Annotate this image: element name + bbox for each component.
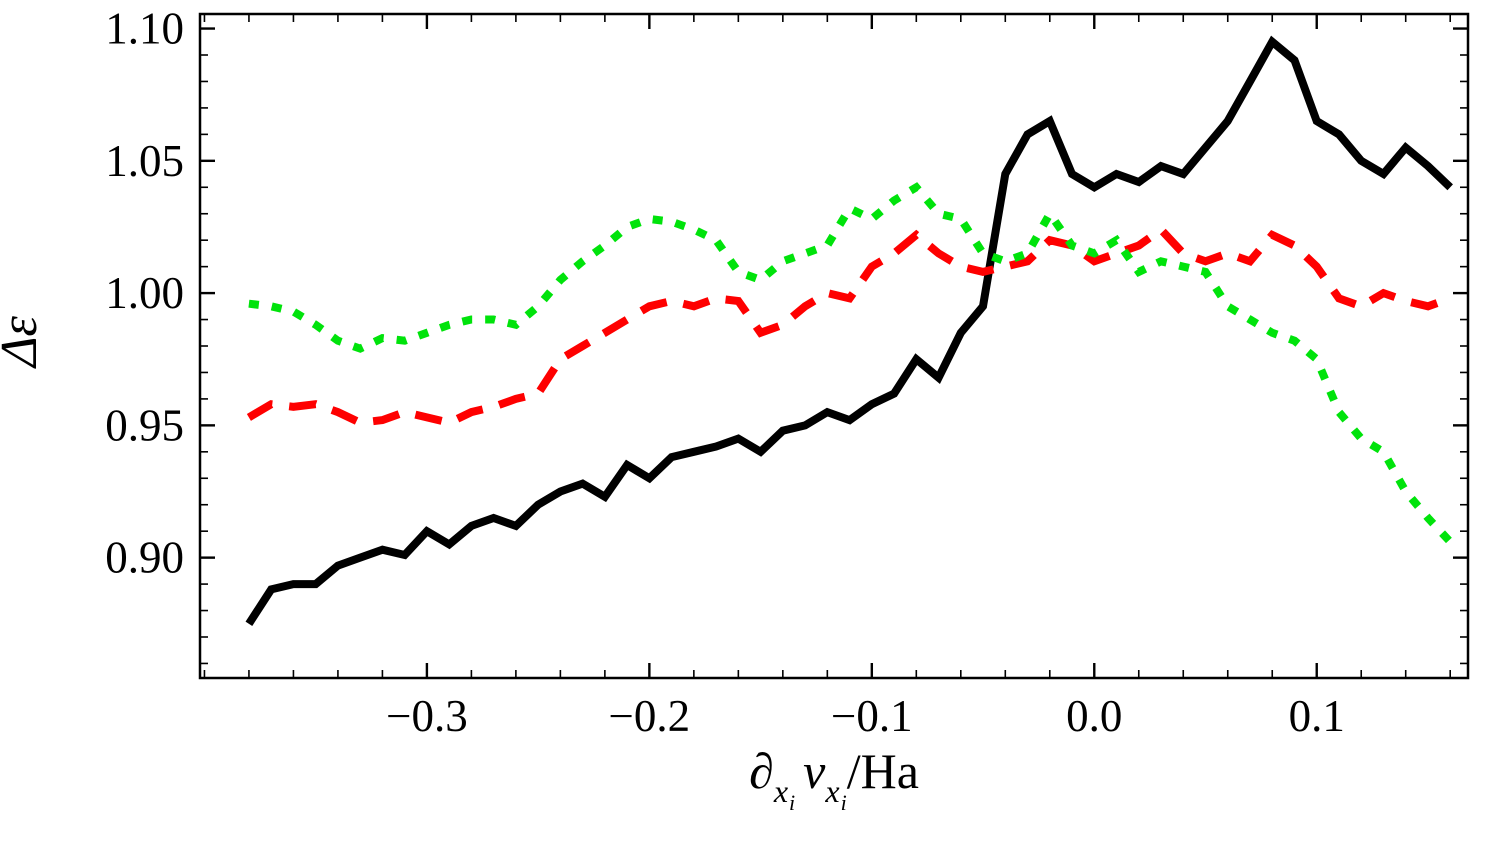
y-tick-label: 1.10 bbox=[105, 4, 184, 54]
partial-symbol: ∂ bbox=[749, 743, 774, 799]
y-tick-label: 1.05 bbox=[105, 136, 184, 186]
partial-subscript: x bbox=[773, 773, 789, 809]
x-axis-label: ∂xivxi/Ha bbox=[200, 742, 1468, 816]
series-green-dotted bbox=[248, 182, 1454, 545]
plot-frame bbox=[198, 12, 1470, 680]
x-tick-label: 0.1 bbox=[1289, 691, 1345, 741]
denominator-text: /Ha bbox=[846, 743, 919, 799]
x-tick-label: −0.1 bbox=[831, 691, 913, 741]
x-tick-label: −0.3 bbox=[386, 691, 468, 741]
y-tick-label: 0.95 bbox=[105, 400, 184, 450]
y-tick-label: 1.00 bbox=[105, 268, 184, 318]
partial-subscript-index: i bbox=[789, 790, 796, 815]
series-red-dashed bbox=[246, 224, 1452, 427]
y-tick-label: 0.90 bbox=[105, 533, 184, 583]
v-subscript-index: i bbox=[840, 790, 847, 815]
series-black-solid bbox=[245, 35, 1453, 626]
v-symbol: v bbox=[803, 743, 826, 799]
v-subscript: x bbox=[825, 773, 840, 809]
y-axis-label: Δε bbox=[0, 315, 49, 368]
x-tick-label: −0.2 bbox=[609, 691, 691, 741]
x-tick-label: 0.0 bbox=[1066, 691, 1122, 741]
